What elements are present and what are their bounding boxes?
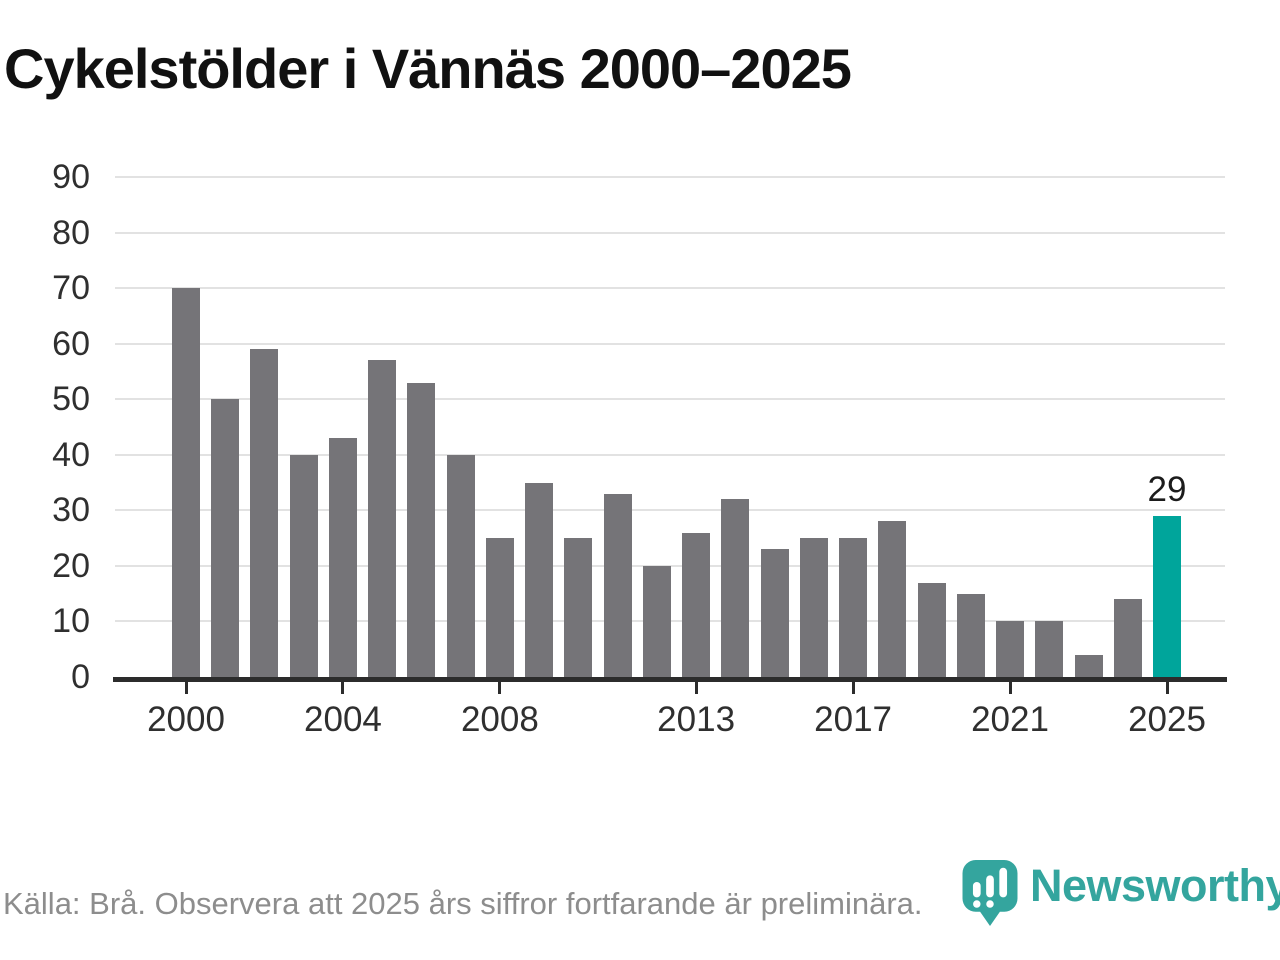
- gridline-y30: [115, 509, 1225, 512]
- x-tick-2025: [1165, 677, 1169, 694]
- x-axis-label-2013: 2013: [657, 700, 736, 739]
- bar-2025: [1153, 515, 1181, 677]
- bar-chart-bubble-icon: [962, 860, 1018, 931]
- source-note: Källa: Brå. Observera att 2025 års siffr…: [3, 886, 923, 921]
- bar-2004: [328, 438, 357, 677]
- x-axis-label-2008: 2008: [460, 700, 539, 739]
- x-axis-label-2021: 2021: [971, 700, 1049, 739]
- bar-2010: [564, 538, 593, 677]
- gridline-y50: [115, 398, 1225, 401]
- bar-2014: [721, 499, 750, 677]
- bar-value-label-2025: 29: [1147, 469, 1187, 509]
- y-axis-label-70: 70: [52, 269, 90, 308]
- x-axis-label-2000: 2000: [147, 700, 225, 739]
- bar-2022: [1035, 621, 1064, 677]
- bar-2003: [289, 454, 318, 677]
- bar-2021: [996, 621, 1025, 677]
- x-axis-label-2017: 2017: [814, 700, 893, 739]
- bar-2020: [956, 593, 985, 677]
- y-axis-label-0: 0: [71, 658, 90, 696]
- x-axis-label-2004: 2004: [304, 700, 382, 739]
- bar-2007: [446, 454, 475, 677]
- bar-2013: [682, 532, 711, 677]
- bar-2002: [250, 349, 279, 677]
- y-axis-label-90: 90: [52, 158, 90, 196]
- bar-2016: [799, 538, 828, 677]
- bar-2019: [917, 582, 946, 677]
- bar-2017: [839, 538, 868, 677]
- bar-2000: [172, 288, 200, 677]
- bar-2018: [878, 521, 907, 677]
- y-axis-label-20: 20: [52, 546, 90, 585]
- gridline-y70: [115, 287, 1225, 290]
- bar-2023: [1074, 654, 1103, 677]
- bar-2009: [525, 482, 554, 677]
- bar-2005: [368, 360, 397, 677]
- gridline-y90: [115, 176, 1225, 178]
- x-axis-line: [113, 677, 1227, 682]
- y-axis-label-40: 40: [52, 435, 90, 474]
- x-tick-2013: [694, 677, 698, 694]
- y-axis-label-10: 10: [52, 602, 90, 641]
- y-axis-label-80: 80: [52, 213, 90, 252]
- newsworthy-logo: Newsworthy: [962, 858, 1280, 931]
- gridline-y40: [115, 453, 1225, 456]
- bar-2001: [211, 399, 240, 677]
- y-axis-label-50: 50: [52, 380, 90, 419]
- bar-2012: [642, 565, 671, 677]
- gridline-y80: [115, 231, 1225, 234]
- x-tick-2021: [1008, 677, 1012, 694]
- chart-title: Cykelstölder i Vännäs 2000–2025: [4, 37, 852, 100]
- x-tick-2008: [498, 677, 502, 694]
- newsworthy-wordmark: Newsworthy: [1030, 860, 1280, 911]
- bar-2008: [485, 538, 514, 677]
- x-tick-2004: [341, 677, 345, 694]
- x-axis-label-2025: 2025: [1128, 700, 1206, 739]
- x-tick-2000: [184, 677, 188, 694]
- x-tick-2017: [851, 677, 855, 694]
- y-axis-label-30: 30: [52, 491, 90, 530]
- gridline-y60: [115, 342, 1225, 345]
- y-axis-label-60: 60: [52, 324, 90, 363]
- bar-2011: [603, 493, 632, 677]
- bar-2006: [407, 382, 436, 677]
- bar-2015: [760, 549, 789, 677]
- bar-2024: [1113, 599, 1142, 677]
- plot-area: [115, 176, 1225, 677]
